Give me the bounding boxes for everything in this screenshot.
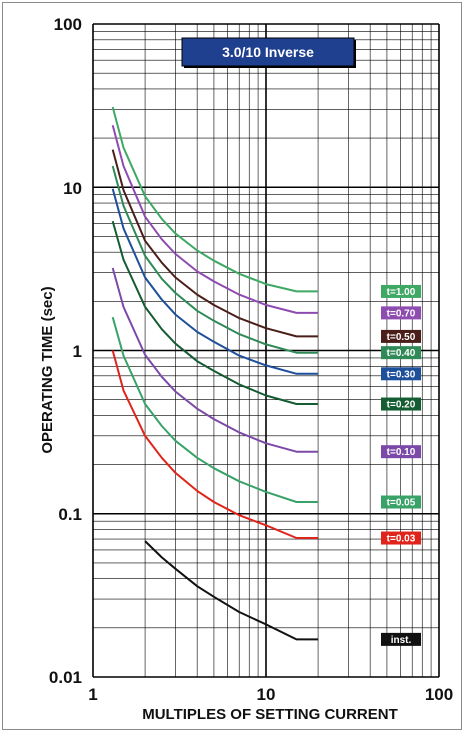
- y-tick-0.1: 0.1: [58, 505, 82, 524]
- series-label-text: t=0.05: [387, 498, 416, 509]
- series-label-bg: [381, 445, 421, 459]
- series-line-t=0.40: [111, 165, 319, 354]
- series-label-text: inst.: [391, 635, 412, 646]
- y-tick-1: 1: [73, 342, 82, 361]
- y-tick-0.01: 0.01: [49, 668, 82, 687]
- y-tick-100: 100: [54, 15, 82, 34]
- series-label-bg: [381, 495, 421, 509]
- series-label-t=0.30: t=0.30: [381, 367, 421, 381]
- series-label-bg: [381, 397, 421, 411]
- x-axis-label: MULTIPLES OF SETTING CURRENT: [142, 706, 398, 723]
- x-tick-10: 10: [257, 685, 276, 704]
- series-label-t=0.50: t=0.50: [381, 329, 421, 343]
- grid-major: [92, 23, 440, 678]
- series-label-inst.: inst.: [381, 632, 421, 646]
- series-label-text: t=0.03: [387, 534, 416, 545]
- series-label-text: t=0.10: [387, 447, 416, 458]
- series-label-bg: [381, 284, 421, 298]
- series-line-t=0.05: [111, 316, 319, 503]
- y-tick-10: 10: [63, 179, 82, 198]
- x-tick-100: 100: [425, 685, 453, 704]
- series-label-bg: [381, 531, 421, 545]
- series-label-t=0.03: t=0.03: [381, 531, 421, 545]
- chart-title-box: 3.0/10 Inverse: [181, 37, 356, 68]
- series-label-text: t=0.20: [387, 400, 416, 411]
- series-label-bg: [381, 346, 421, 360]
- series-label-text: t=0.70: [387, 308, 416, 319]
- series-line-t=0.50: [111, 149, 319, 338]
- series-label-text: t=0.30: [387, 369, 416, 380]
- series-label-t=0.05: t=0.05: [381, 495, 421, 509]
- series-label-t=0.20: t=0.20: [381, 397, 421, 411]
- series-label-bg: [381, 306, 421, 320]
- series-label-text: t=1.00: [387, 287, 416, 298]
- series-label-t=1.00: t=1.00: [381, 284, 421, 298]
- series-label-text: t=0.40: [387, 348, 416, 359]
- series-label-t=0.10: t=0.10: [381, 445, 421, 459]
- title-background: [181, 37, 355, 67]
- series-label-t=0.40: t=0.40: [381, 346, 421, 360]
- series-line-inst.: [144, 540, 319, 641]
- series-labels: t=1.00 t=0.70 t=0.50 t=0.40 t=0.30 t=0.20 t=0.…: [381, 284, 421, 646]
- y-tick-labels: 100 10 1 0.1 0.01: [49, 15, 82, 687]
- series-lines: [111, 106, 319, 641]
- series-label-bg: [381, 329, 421, 343]
- series-line-t=0.10: [111, 267, 319, 453]
- series-line-t=1.00: [111, 106, 319, 293]
- x-tick-labels: 1 10 100: [88, 685, 453, 704]
- y-axis-label: OPERATING TIME (sec): [39, 286, 56, 453]
- series-label-t=0.70: t=0.70: [381, 306, 421, 320]
- chart-title: 3.0/10 Inverse: [222, 44, 314, 60]
- series-label-bg: [381, 632, 421, 646]
- series-line-t=0.70: [111, 124, 319, 314]
- series-line-t=0.03: [111, 350, 319, 539]
- series-label-text: t=0.50: [387, 332, 416, 343]
- series-label-bg: [381, 367, 421, 381]
- series-line-t=0.30: [111, 188, 319, 375]
- series-line-t=0.20: [111, 220, 319, 405]
- x-tick-1: 1: [88, 685, 97, 704]
